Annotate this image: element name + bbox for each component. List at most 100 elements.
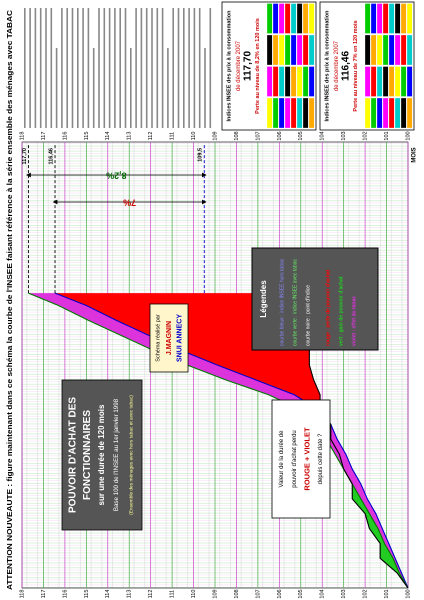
- text-line: [82, 8, 84, 128]
- table-cell: [266, 3, 273, 34]
- y-tick-label: 118: [19, 132, 25, 141]
- table-cell: [364, 34, 371, 66]
- table-header: Indices INSEE des prix à la consommation: [226, 10, 232, 122]
- table-cell: [376, 66, 383, 97]
- table-cell: [382, 3, 389, 34]
- text-line: [61, 8, 63, 128]
- table-cell: [296, 3, 303, 34]
- table-cell: [266, 34, 273, 66]
- table-cell: [388, 97, 395, 129]
- y-tick-label: 109: [212, 131, 218, 140]
- y-tick-label: 117: [41, 132, 47, 141]
- text-line: [204, 48, 206, 128]
- y-tick-label: 101: [384, 589, 390, 598]
- table-cell: [272, 66, 279, 97]
- table-cell: [388, 34, 395, 66]
- y-tick-label: 113: [127, 132, 133, 141]
- text-line: [29, 8, 31, 128]
- table-cell: [364, 97, 371, 129]
- table-cell: [284, 3, 291, 34]
- table-cell: [278, 34, 285, 66]
- table-cell: [266, 97, 273, 129]
- text-line: [103, 8, 106, 128]
- text-line: [71, 8, 74, 128]
- y-tick-label: 100: [405, 131, 411, 140]
- author-box: [149, 303, 189, 373]
- y-tick-label: 116: [62, 590, 68, 599]
- question-box: [271, 399, 331, 519]
- question-box-text: pouvoir d'achat perdu: [292, 430, 298, 488]
- legend-note: rouge : perte de pouvoir d'achat: [325, 269, 331, 346]
- table-header: Indices INSEE des prix à la consommation: [324, 10, 330, 122]
- author-box-text: SNUI ANNECY: [177, 314, 184, 362]
- table-cell: [394, 66, 401, 97]
- table-cell: [400, 3, 407, 34]
- percentage-label: 7%: [123, 198, 136, 208]
- text-line: [167, 48, 169, 128]
- text-line: [135, 8, 137, 128]
- y-tick-label: 111: [170, 590, 176, 598]
- y-tick-label: 107: [255, 589, 261, 598]
- table-cell: [302, 66, 309, 97]
- text-line: [108, 8, 111, 128]
- text-line: [177, 8, 180, 128]
- y-tick-label: 109: [212, 589, 218, 598]
- y-tick-label: 115: [84, 132, 90, 141]
- table-cell: [296, 34, 303, 66]
- text-line: [188, 8, 190, 128]
- y-tick-label: 110: [191, 132, 197, 141]
- y-tick-label: 112: [148, 132, 154, 141]
- y-tick-label: 110: [191, 590, 197, 599]
- text-line: [45, 8, 47, 128]
- text-line: [119, 8, 122, 128]
- y-tick-label: 103: [341, 589, 347, 598]
- y-tick-label: 101: [384, 131, 390, 140]
- text-line: [172, 8, 174, 128]
- table-cell: [382, 34, 389, 66]
- table-cell: [370, 34, 377, 66]
- table-cell: [278, 97, 285, 129]
- x-axis-label: MOIS: [412, 147, 418, 162]
- table-cell: [296, 97, 303, 129]
- reference-label: 116,46: [48, 148, 54, 165]
- table-cell: [308, 97, 315, 129]
- table-cell: [284, 97, 291, 129]
- y-tick-label: 102: [363, 131, 369, 140]
- legend-entry: courbe bleue : indice INSEE hors tabac: [279, 258, 285, 346]
- y-tick-label: 106: [277, 589, 283, 598]
- table-cell: [388, 66, 395, 97]
- table-cell: [296, 66, 303, 97]
- table-cell: [272, 34, 279, 66]
- table-cell: [290, 97, 297, 129]
- y-tick-label: 103: [341, 131, 347, 140]
- legend-box: [251, 247, 379, 351]
- table-cell: [370, 3, 377, 34]
- text-line: [77, 8, 79, 128]
- y-tick-label: 114: [105, 590, 111, 599]
- y-tick-label: 102: [363, 589, 369, 598]
- table-header: 117,70: [243, 51, 254, 81]
- table-cell: [266, 66, 273, 97]
- table-cell: [284, 66, 291, 97]
- table-cell: [290, 3, 297, 34]
- table-cell: [308, 66, 315, 97]
- text-line: [55, 48, 58, 128]
- text-line: [50, 8, 53, 128]
- reference-label: 109,5: [198, 148, 204, 162]
- y-tick-label: 116: [62, 132, 68, 141]
- y-tick-label: 115: [84, 590, 90, 599]
- table-cell: [272, 97, 279, 129]
- text-line: [156, 8, 159, 128]
- table-cell: [376, 34, 383, 66]
- table-cell: [302, 97, 309, 129]
- y-tick-label: 105: [298, 131, 304, 140]
- text-line: [209, 8, 212, 128]
- y-tick-label: 111: [170, 132, 176, 140]
- y-tick-label: 105: [298, 589, 304, 598]
- y-tick-label: 117: [41, 590, 47, 599]
- legend-entry: courbe noire : point d'indice: [305, 285, 311, 346]
- percentage-label: 8,2%: [106, 171, 127, 181]
- author-box-text: J.MAGNIN: [166, 321, 173, 355]
- table-cell: [406, 97, 413, 129]
